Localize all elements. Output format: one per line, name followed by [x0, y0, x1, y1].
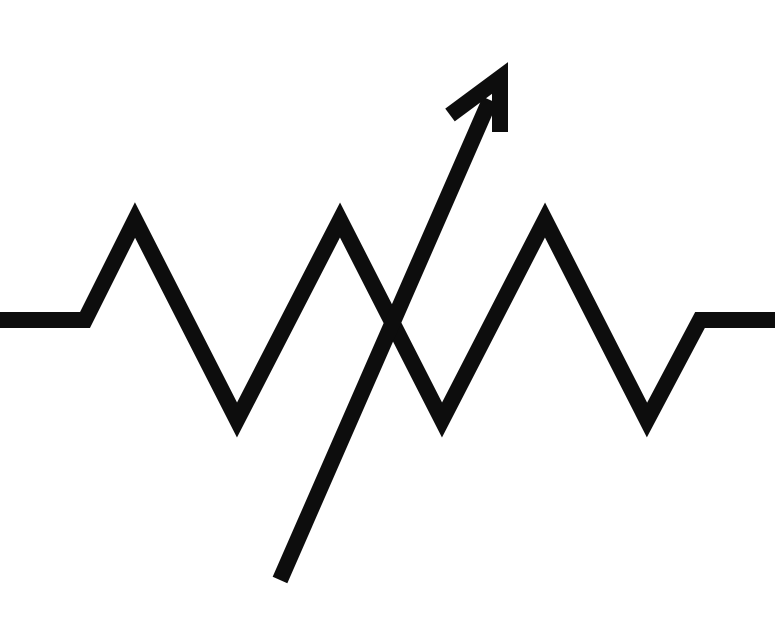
variable-resistor-symbol — [0, 0, 775, 620]
resistor-svg — [0, 0, 775, 620]
adjustment-arrow — [280, 78, 500, 580]
